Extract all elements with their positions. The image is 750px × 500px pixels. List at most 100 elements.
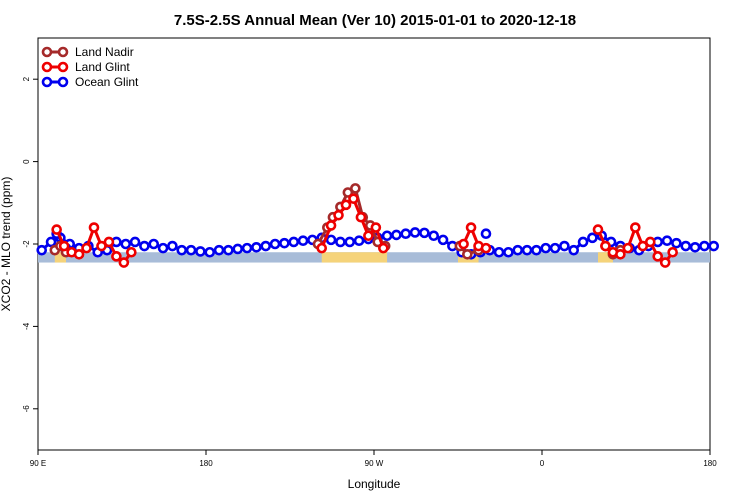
- legend-label: Ocean Glint: [75, 75, 139, 89]
- ocean-glint-point: [167, 240, 178, 252]
- ocean-glint-point: [36, 244, 48, 256]
- chart-title: 7.5S-2.5S Annual Mean (Ver 10) 2015-01-0…: [174, 12, 576, 29]
- land-nadir-point: [342, 187, 354, 198]
- ocean-glint-point: [335, 236, 346, 248]
- legend-swatch-point: [57, 61, 69, 73]
- legend-label: Land Glint: [75, 60, 130, 74]
- land-glint-point: [370, 222, 382, 233]
- land-glint-point: [622, 242, 634, 254]
- x-tick-label: 0: [540, 459, 545, 468]
- x-axis-label: Longitude: [348, 477, 401, 491]
- ocean-glint-point: [689, 241, 701, 253]
- land-segment: [321, 252, 388, 263]
- y-tick-label: -6: [22, 405, 31, 413]
- ocean-glint-point: [699, 240, 710, 252]
- legend-label: Land Nadir: [75, 45, 134, 59]
- x-tick-label: 180: [199, 459, 213, 468]
- ocean-glint-point: [223, 244, 234, 256]
- land-glint-point: [363, 230, 374, 242]
- ocean-glint-point: [381, 230, 393, 242]
- land-glint-point: [111, 251, 122, 262]
- ocean-glint-point: [493, 246, 505, 258]
- legend-swatch-point: [57, 46, 69, 58]
- ocean-glint-point: [251, 241, 262, 253]
- ocean-glint-point: [129, 236, 141, 248]
- land-glint-point: [652, 251, 664, 262]
- x-tick-label: 180: [703, 459, 717, 468]
- ocean-glint-point: [353, 235, 365, 247]
- land-glint-run: [316, 193, 389, 254]
- ocean-glint-point: [559, 240, 570, 252]
- land-glint-point: [480, 242, 492, 254]
- land-glint-point: [340, 199, 352, 211]
- ocean-glint-point: [297, 235, 309, 247]
- land-glint-point: [630, 222, 641, 233]
- y-axis-label: XCO2 - MLO trend (ppm): [0, 177, 13, 312]
- land-glint-point: [325, 220, 337, 231]
- land-glint-run: [51, 222, 137, 268]
- ocean-glint-point: [661, 235, 673, 247]
- y-axis: 2 0 -2 -4 -6: [22, 76, 38, 412]
- ocean-glint-point: [577, 236, 589, 248]
- land-glint-point: [637, 240, 649, 252]
- land-nadir-point: [462, 249, 473, 260]
- ocean-glint-point: [503, 246, 514, 258]
- ocean-glint-point: [708, 240, 720, 252]
- land-glint-point: [333, 209, 344, 221]
- ocean-glint-point: [531, 244, 542, 256]
- ocean-glint-point: [148, 238, 160, 250]
- ocean-glint-point: [344, 236, 356, 248]
- ocean-glint-point: [139, 240, 150, 252]
- ocean-glint-point: [45, 236, 57, 248]
- y-tick-label: -4: [22, 322, 31, 330]
- land-glint-point: [81, 242, 92, 254]
- legend-swatch-point: [41, 46, 53, 58]
- ocean-glint-point: [157, 242, 169, 254]
- land-glint-point: [378, 242, 389, 254]
- land-glint-point: [88, 222, 100, 233]
- land-glint-run: [458, 222, 492, 254]
- x-tick-label: 90 W: [365, 459, 384, 468]
- land-glint-point: [51, 224, 62, 235]
- ocean-glint-point: [213, 244, 225, 256]
- legend-swatch-point: [41, 76, 53, 88]
- ocean-glint-point: [279, 237, 290, 249]
- ocean-glint-point: [204, 246, 216, 258]
- ocean-glint-isolated-point: [480, 228, 492, 239]
- ocean-glint-point: [409, 227, 421, 238]
- ocean-glint-point: [232, 243, 244, 255]
- ocean-glint-point: [241, 242, 253, 254]
- series-layer: [36, 183, 720, 268]
- ocean-glint-isolated-run: [480, 228, 492, 239]
- ocean-glint-point: [288, 236, 300, 248]
- land-glint-point: [103, 236, 115, 248]
- land-glint-point: [615, 249, 626, 260]
- land-segment: [54, 252, 66, 263]
- ocean-glint-point: [269, 238, 281, 250]
- ocean-glint-point: [680, 240, 692, 252]
- ocean-glint-point: [260, 240, 272, 252]
- ocean-glint-point: [540, 242, 552, 254]
- land-glint-point: [118, 257, 130, 268]
- legend-item: Land Nadir: [41, 45, 134, 59]
- land-glint-point: [667, 246, 678, 258]
- ocean-glint-point: [419, 227, 430, 239]
- land-glint-point: [355, 211, 367, 223]
- land-glint-point: [659, 257, 671, 268]
- land-segment: [598, 252, 613, 263]
- land-glint-point: [592, 224, 604, 235]
- y-tick-label: -2: [22, 240, 31, 248]
- ocean-glint-point: [587, 232, 598, 244]
- ocean-glint-point: [391, 229, 402, 241]
- land-glint-point: [458, 238, 469, 250]
- land-nadir-point: [350, 183, 361, 194]
- land-glint-run: [592, 222, 678, 268]
- ocean-glint-point: [176, 244, 188, 256]
- land-glint-point: [316, 242, 328, 254]
- ocean-glint-point: [437, 234, 449, 246]
- ocean-glint-point: [185, 244, 197, 256]
- land-glint-point: [600, 240, 611, 252]
- land-glint-point: [348, 193, 359, 204]
